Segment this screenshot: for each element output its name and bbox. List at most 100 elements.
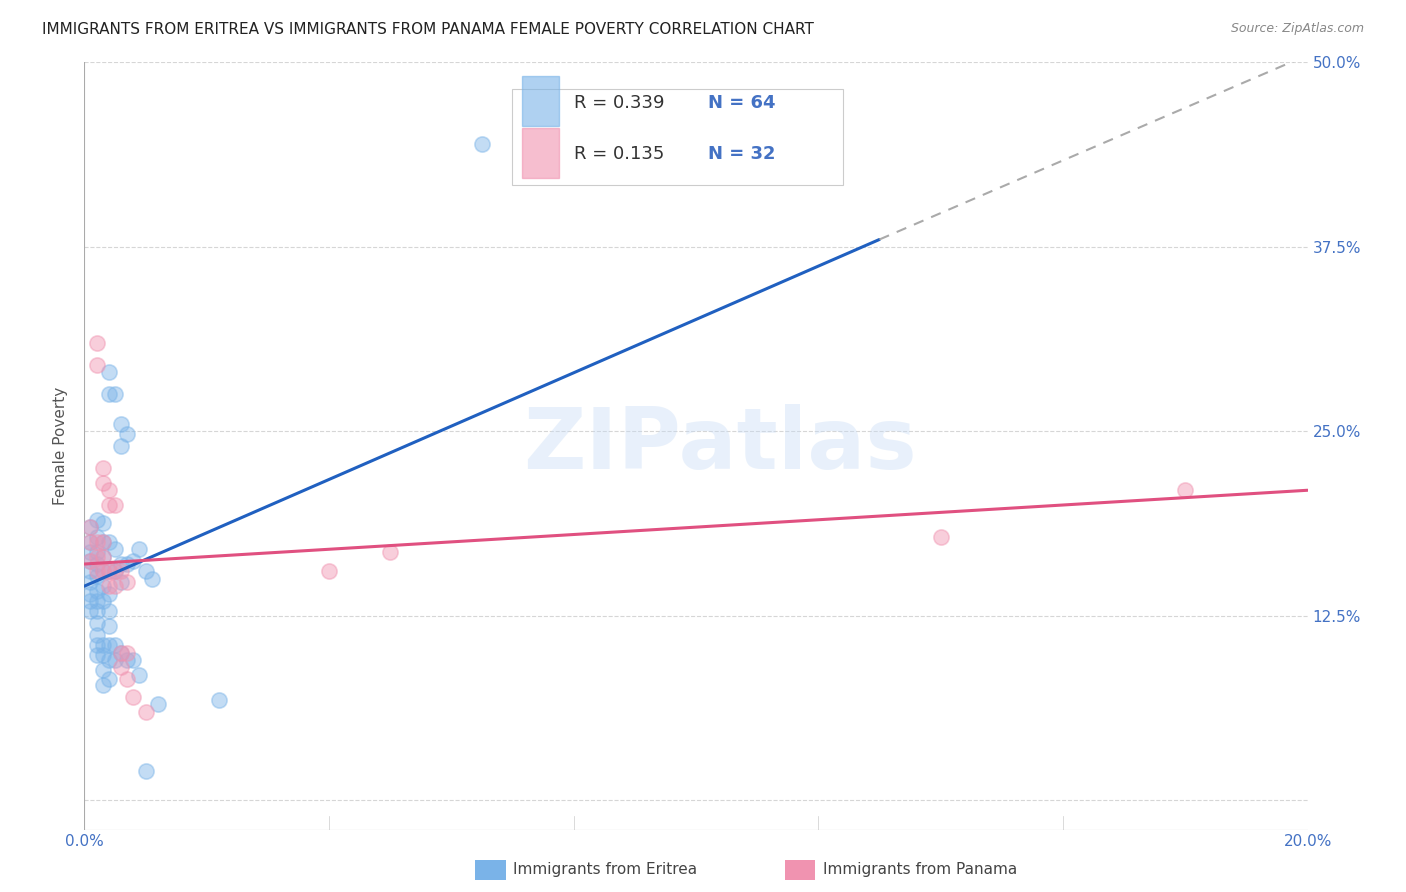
Point xyxy=(208,692,231,706)
Point xyxy=(104,498,127,512)
Point xyxy=(79,520,101,534)
Point xyxy=(79,554,101,568)
Point xyxy=(97,565,120,579)
Text: N = 64: N = 64 xyxy=(709,94,776,112)
Text: IMMIGRANTS FROM ERITREA VS IMMIGRANTS FROM PANAMA FEMALE POVERTY CORRELATION CHA: IMMIGRANTS FROM ERITREA VS IMMIGRANTS FR… xyxy=(42,22,814,37)
FancyBboxPatch shape xyxy=(513,89,842,186)
Point xyxy=(86,615,108,630)
Point xyxy=(110,417,132,431)
Point xyxy=(86,513,108,527)
Point xyxy=(97,483,120,498)
Point xyxy=(79,554,101,568)
Point xyxy=(91,535,114,549)
Point xyxy=(79,586,101,600)
Point xyxy=(86,535,108,549)
Point xyxy=(86,569,108,583)
Point xyxy=(91,638,114,652)
Point xyxy=(97,579,120,593)
Point xyxy=(318,565,340,579)
Point xyxy=(929,531,952,545)
Point xyxy=(97,638,120,652)
Text: ZIPatlas: ZIPatlas xyxy=(523,404,917,488)
Point xyxy=(86,335,108,350)
Point xyxy=(91,565,114,579)
Point xyxy=(135,764,157,778)
Point xyxy=(104,542,127,557)
Point xyxy=(86,583,108,598)
Point xyxy=(104,653,127,667)
Point xyxy=(97,535,120,549)
Point xyxy=(86,531,108,545)
Bar xyxy=(522,76,560,126)
Point xyxy=(86,358,108,372)
Point xyxy=(141,572,163,586)
Point xyxy=(91,461,114,475)
Point xyxy=(110,439,132,453)
Point xyxy=(91,549,114,564)
Text: Immigrants from Panama: Immigrants from Panama xyxy=(823,863,1017,877)
Point xyxy=(115,557,138,571)
Point xyxy=(115,427,138,442)
Point xyxy=(128,542,150,557)
Point xyxy=(380,545,402,559)
Bar xyxy=(522,128,560,178)
Point xyxy=(97,604,120,618)
Point xyxy=(110,574,132,589)
Point xyxy=(104,565,127,579)
Point xyxy=(79,604,101,618)
Point xyxy=(110,660,132,674)
Point xyxy=(79,535,101,549)
Point xyxy=(79,574,101,589)
Point xyxy=(110,646,132,660)
Point xyxy=(86,638,108,652)
Point xyxy=(97,672,120,686)
Point xyxy=(122,653,145,667)
Point xyxy=(146,697,169,711)
Point xyxy=(97,653,120,667)
Point xyxy=(135,705,157,719)
Point xyxy=(97,586,120,600)
Point xyxy=(86,594,108,608)
Point xyxy=(91,579,114,593)
Point xyxy=(1174,483,1197,498)
Point xyxy=(128,667,150,681)
Point xyxy=(91,678,114,692)
Point xyxy=(110,565,132,579)
Text: Immigrants from Eritrea: Immigrants from Eritrea xyxy=(513,863,697,877)
Point xyxy=(104,387,127,401)
Point xyxy=(104,638,127,652)
Point xyxy=(122,690,145,704)
Point xyxy=(110,557,132,571)
Y-axis label: Female Poverty: Female Poverty xyxy=(53,387,69,505)
Point xyxy=(86,604,108,618)
Point xyxy=(122,554,145,568)
Point xyxy=(79,545,101,559)
Point xyxy=(97,565,120,579)
Point xyxy=(91,516,114,530)
Point xyxy=(135,565,157,579)
Point xyxy=(91,549,114,564)
Point xyxy=(91,594,114,608)
Point xyxy=(97,365,120,379)
Text: R = 0.339: R = 0.339 xyxy=(574,94,664,112)
Point xyxy=(97,498,120,512)
Point xyxy=(104,565,127,579)
Point xyxy=(115,574,138,589)
Point xyxy=(79,594,101,608)
Point xyxy=(104,579,127,593)
Point xyxy=(97,619,120,633)
Point xyxy=(115,646,138,660)
Point xyxy=(86,628,108,642)
Text: Source: ZipAtlas.com: Source: ZipAtlas.com xyxy=(1230,22,1364,36)
Point xyxy=(115,653,138,667)
Point xyxy=(91,648,114,663)
Point xyxy=(79,520,101,534)
Point xyxy=(86,648,108,663)
Point xyxy=(86,557,108,571)
Point xyxy=(86,565,108,579)
Point xyxy=(110,646,132,660)
Point xyxy=(91,535,114,549)
Point xyxy=(115,672,138,686)
Text: R = 0.135: R = 0.135 xyxy=(574,145,664,163)
Point xyxy=(91,475,114,490)
